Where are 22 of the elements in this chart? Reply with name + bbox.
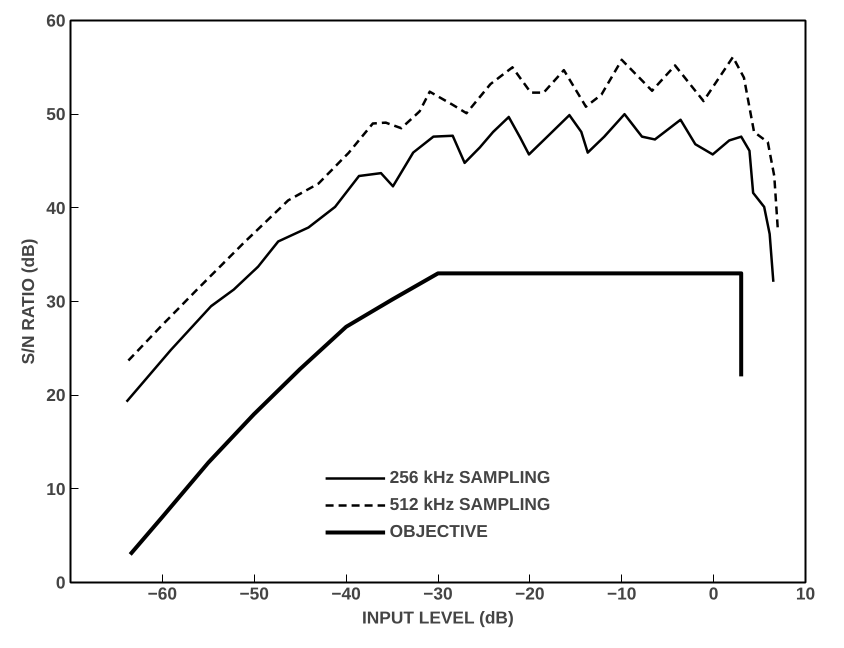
x-tick-label: −40 xyxy=(331,584,361,604)
y-tick-label: 60 xyxy=(46,10,66,30)
x-tick-label: −30 xyxy=(423,584,453,604)
legend-label: 256 kHz SAMPLING xyxy=(390,467,550,488)
y-tick-label: 40 xyxy=(46,198,66,218)
x-axis-title: INPUT LEVEL (dB) xyxy=(362,608,514,628)
x-tick-label: −20 xyxy=(515,584,545,604)
line-series xyxy=(127,56,780,362)
y-tick-label: 50 xyxy=(46,104,66,124)
x-tick-label: 0 xyxy=(708,584,718,604)
y-axis-title: S/N RATIO (dB) xyxy=(18,238,38,364)
legend-label: 512 kHz SAMPLING xyxy=(390,494,550,515)
line-series xyxy=(125,112,775,403)
x-tick-label: −60 xyxy=(148,584,178,604)
x-tick-label: −50 xyxy=(240,584,269,604)
y-tick-label: 20 xyxy=(46,385,66,406)
y-tick-label: 10 xyxy=(46,478,66,499)
x-tick-label: 10 xyxy=(796,584,816,604)
x-tick-label: −10 xyxy=(607,584,636,604)
y-tick-label: 30 xyxy=(46,292,66,312)
line-series xyxy=(128,271,744,556)
legend-label: OBJECTIVE xyxy=(390,521,488,542)
